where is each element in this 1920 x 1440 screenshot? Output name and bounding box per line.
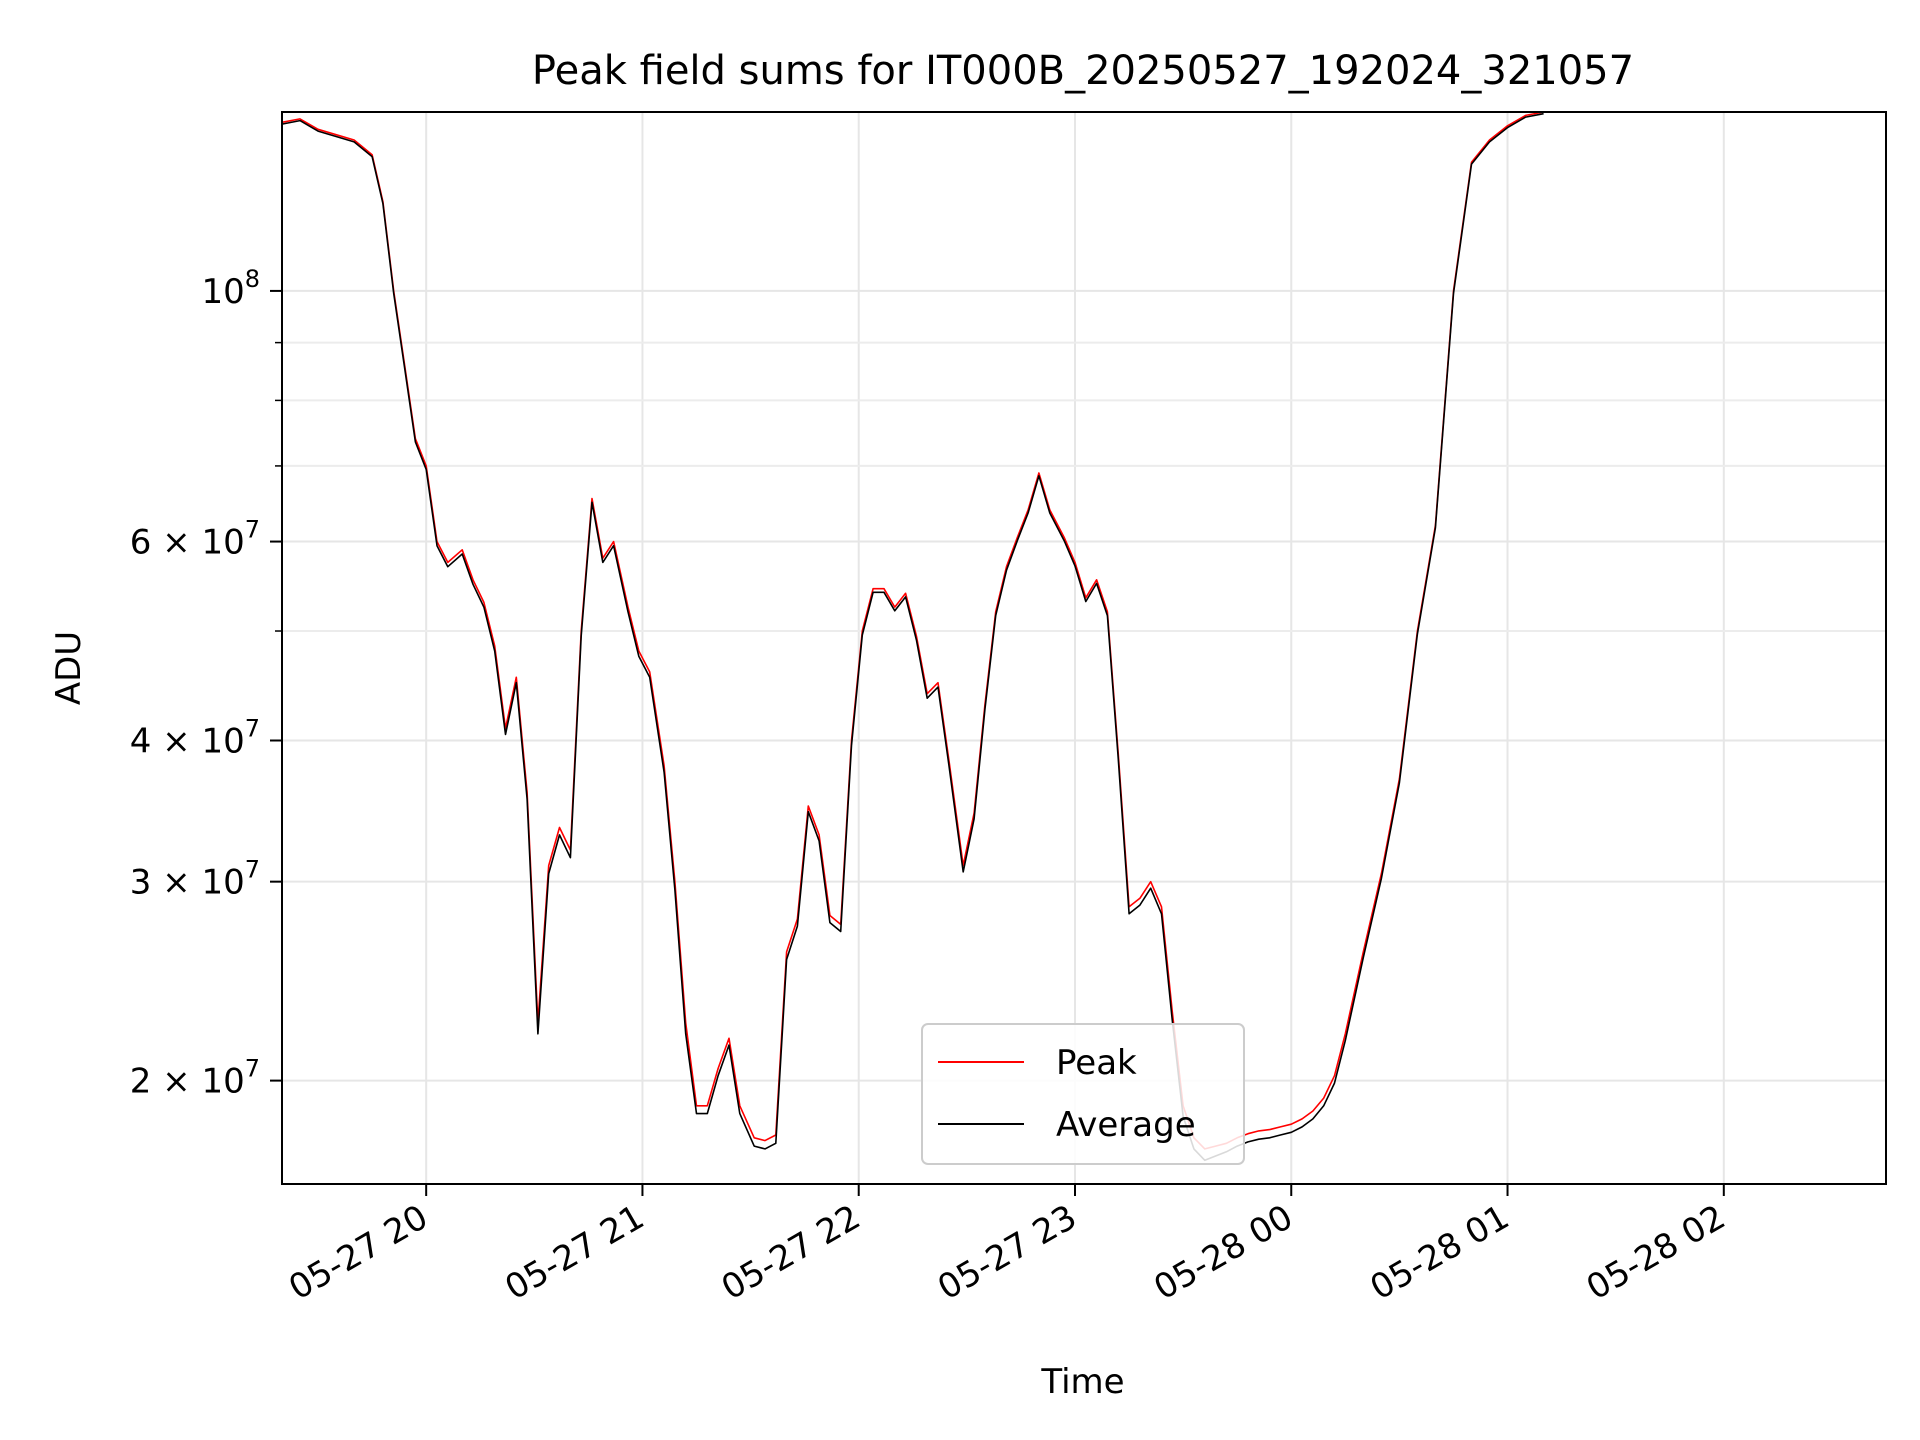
y-tick-label: 3 × 107 — [130, 856, 260, 903]
series-line-average — [281, 112, 1544, 1162]
y-axis-label: ADU — [49, 631, 89, 705]
legend-box — [921, 1023, 1245, 1165]
x-axis-label: Time — [1040, 1362, 1124, 1402]
legend-label-average: Average — [1056, 1105, 1196, 1145]
y-tick-label: 6 × 107 — [130, 516, 260, 563]
series-layer — [281, 111, 1544, 1162]
y-tick-label: 108 — [201, 265, 260, 312]
y-tick-label: 4 × 107 — [130, 715, 260, 762]
grid — [282, 112, 1886, 1184]
plot-frame — [281, 111, 1887, 1185]
chart-title: Peak field sums for IT000B_20250527_1920… — [532, 48, 1634, 94]
series-line-peak — [281, 111, 1544, 1150]
legend-label-peak: Peak — [1056, 1043, 1137, 1083]
y-tick-label: 2 × 107 — [130, 1055, 260, 1102]
legend: Peak Average — [921, 1023, 1245, 1165]
